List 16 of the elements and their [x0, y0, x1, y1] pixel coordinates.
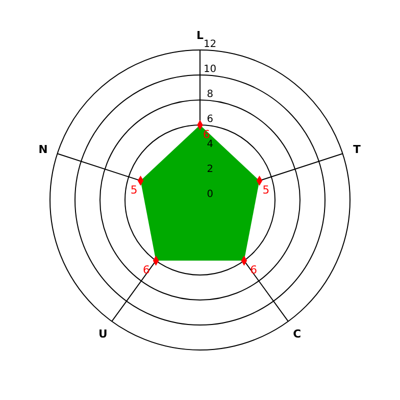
spoke-label: C	[292, 327, 302, 340]
data-label: 5	[130, 184, 138, 197]
spoke-label: N	[38, 143, 48, 156]
data-label: 6	[250, 264, 258, 277]
y-tick-label: 8	[206, 89, 214, 100]
y-tick-label: 6	[206, 114, 214, 125]
y-tick-label: 10	[204, 64, 216, 75]
spoke-label: U	[98, 327, 108, 340]
y-tick-label: 4	[206, 139, 214, 150]
y-tick-label: 0	[206, 189, 214, 200]
y-tick-label: 2	[206, 164, 214, 175]
data-label: 5	[262, 184, 270, 197]
spoke-label: L	[196, 29, 204, 42]
data-label: 6	[142, 264, 150, 277]
spoke-label: T	[353, 143, 362, 156]
y-tick-label: 12	[204, 39, 216, 50]
